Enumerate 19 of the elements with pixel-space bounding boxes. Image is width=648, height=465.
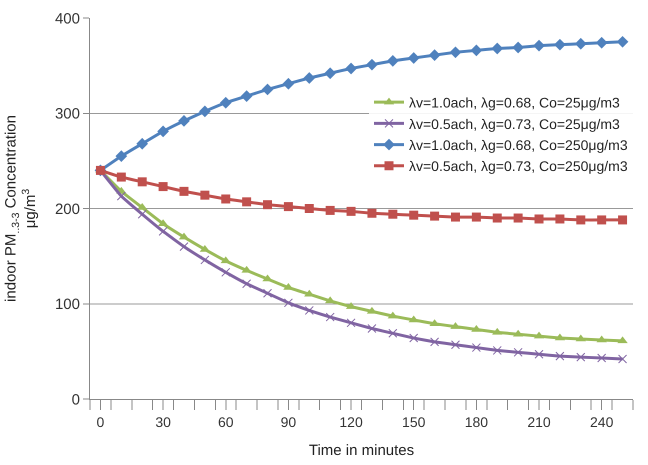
- legend-label: λv=0.5ach, λg=0.73, Co=250μg/m3: [409, 158, 628, 174]
- y-tick-label: 200: [54, 200, 80, 218]
- x-tick-label: 180: [464, 414, 488, 430]
- y-tick-label: 400: [54, 10, 80, 28]
- x-tick-label: 30: [155, 414, 172, 430]
- legend-label: λv=1.0ach, λg=0.68, Co=25μg/m3: [409, 94, 620, 111]
- x-tick-label: 0: [96, 414, 105, 430]
- y-tick-label: 0: [72, 391, 80, 408]
- x-axis-title: Time in minutes: [308, 442, 414, 459]
- x-tick-label: 60: [218, 414, 234, 430]
- x-tick-label: 120: [339, 414, 363, 430]
- x-tick-label: 240: [590, 414, 614, 430]
- x-tick-label: 210: [527, 414, 551, 430]
- legend-label: λv=0.5ach, λg=0.73, Co=25μg/m3: [409, 116, 620, 132]
- y-tick-label: 100: [54, 296, 80, 313]
- y-tick-label: 300: [54, 106, 80, 122]
- x-tick-label: 150: [402, 414, 426, 430]
- x-tick-label: 90: [280, 414, 296, 430]
- legend-label: λv=1.0ach, λg=0.68, Co=250μg/m3: [409, 137, 628, 154]
